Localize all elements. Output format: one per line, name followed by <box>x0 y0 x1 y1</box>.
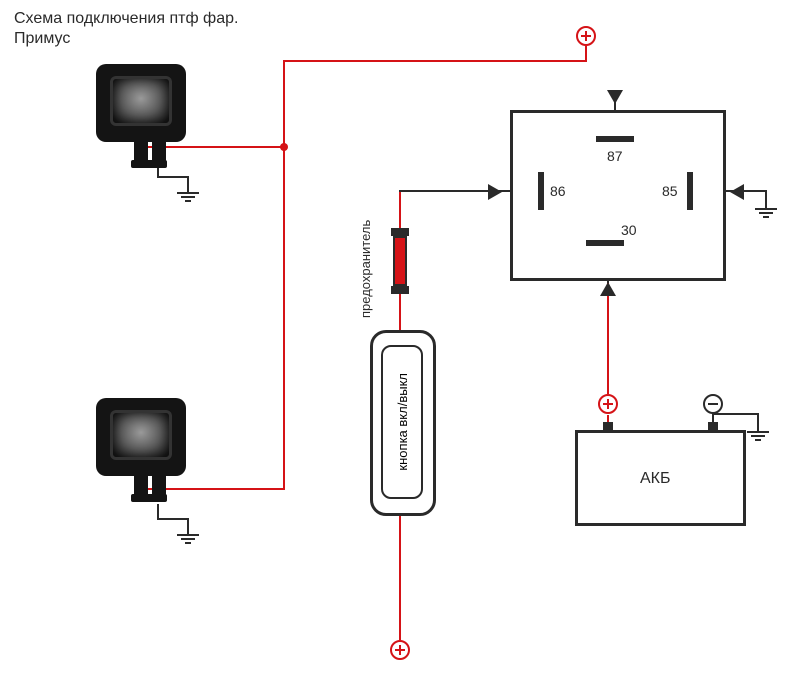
wire <box>283 60 285 490</box>
wiring-diagram: Схема подключения птф фар. Примус <box>0 0 800 690</box>
relay-terminal-86 <box>538 172 544 210</box>
title-line-1: Схема подключения птф фар. <box>14 10 238 28</box>
wire <box>283 60 587 62</box>
arrow-up-icon <box>600 282 616 296</box>
ground-icon <box>755 200 777 220</box>
wire <box>399 192 401 232</box>
wire <box>157 176 187 178</box>
label-fuse: предохранитель <box>358 188 373 318</box>
fuse-cap-icon <box>391 286 409 294</box>
wire <box>157 518 187 520</box>
ground-icon <box>177 184 199 204</box>
ground-icon <box>747 423 769 443</box>
wire <box>607 280 609 394</box>
fog-lamp-icon <box>96 64 186 142</box>
label-85: 85 <box>662 183 678 199</box>
lamp-mount-icon <box>134 476 148 496</box>
relay-terminal-30 <box>586 240 624 246</box>
label-battery: АКБ <box>640 470 671 488</box>
label-30: 30 <box>621 222 637 238</box>
lamp-mount-icon <box>152 142 166 162</box>
arrow-right-icon <box>488 184 502 200</box>
switch-inner: кнопка вкл/выкл <box>381 345 423 499</box>
wire <box>712 413 757 415</box>
wire <box>585 46 587 60</box>
plus-icon <box>390 640 410 660</box>
arrow-down-icon <box>607 90 623 104</box>
fuse-cap-icon <box>391 228 409 236</box>
plus-icon <box>576 26 596 46</box>
minus-icon <box>703 394 723 414</box>
relay-terminal-87 <box>596 136 634 142</box>
lamp-base-icon <box>131 160 167 168</box>
fuse-icon <box>393 236 407 286</box>
label-86: 86 <box>550 183 566 199</box>
relay-terminal-85 <box>687 172 693 210</box>
arrow-left-icon <box>730 184 744 200</box>
label-switch: кнопка вкл/выкл <box>395 373 410 471</box>
lamp-mount-icon <box>134 142 148 162</box>
wire-node <box>280 143 288 151</box>
wire <box>399 290 401 330</box>
label-87: 87 <box>607 148 623 164</box>
wire <box>399 510 401 640</box>
ground-icon <box>177 526 199 546</box>
plus-icon <box>598 394 618 414</box>
lamp-mount-icon <box>152 476 166 496</box>
lamp-base-icon <box>131 494 167 502</box>
title-line-2: Примус <box>14 30 70 48</box>
fog-lamp-icon <box>96 398 186 476</box>
